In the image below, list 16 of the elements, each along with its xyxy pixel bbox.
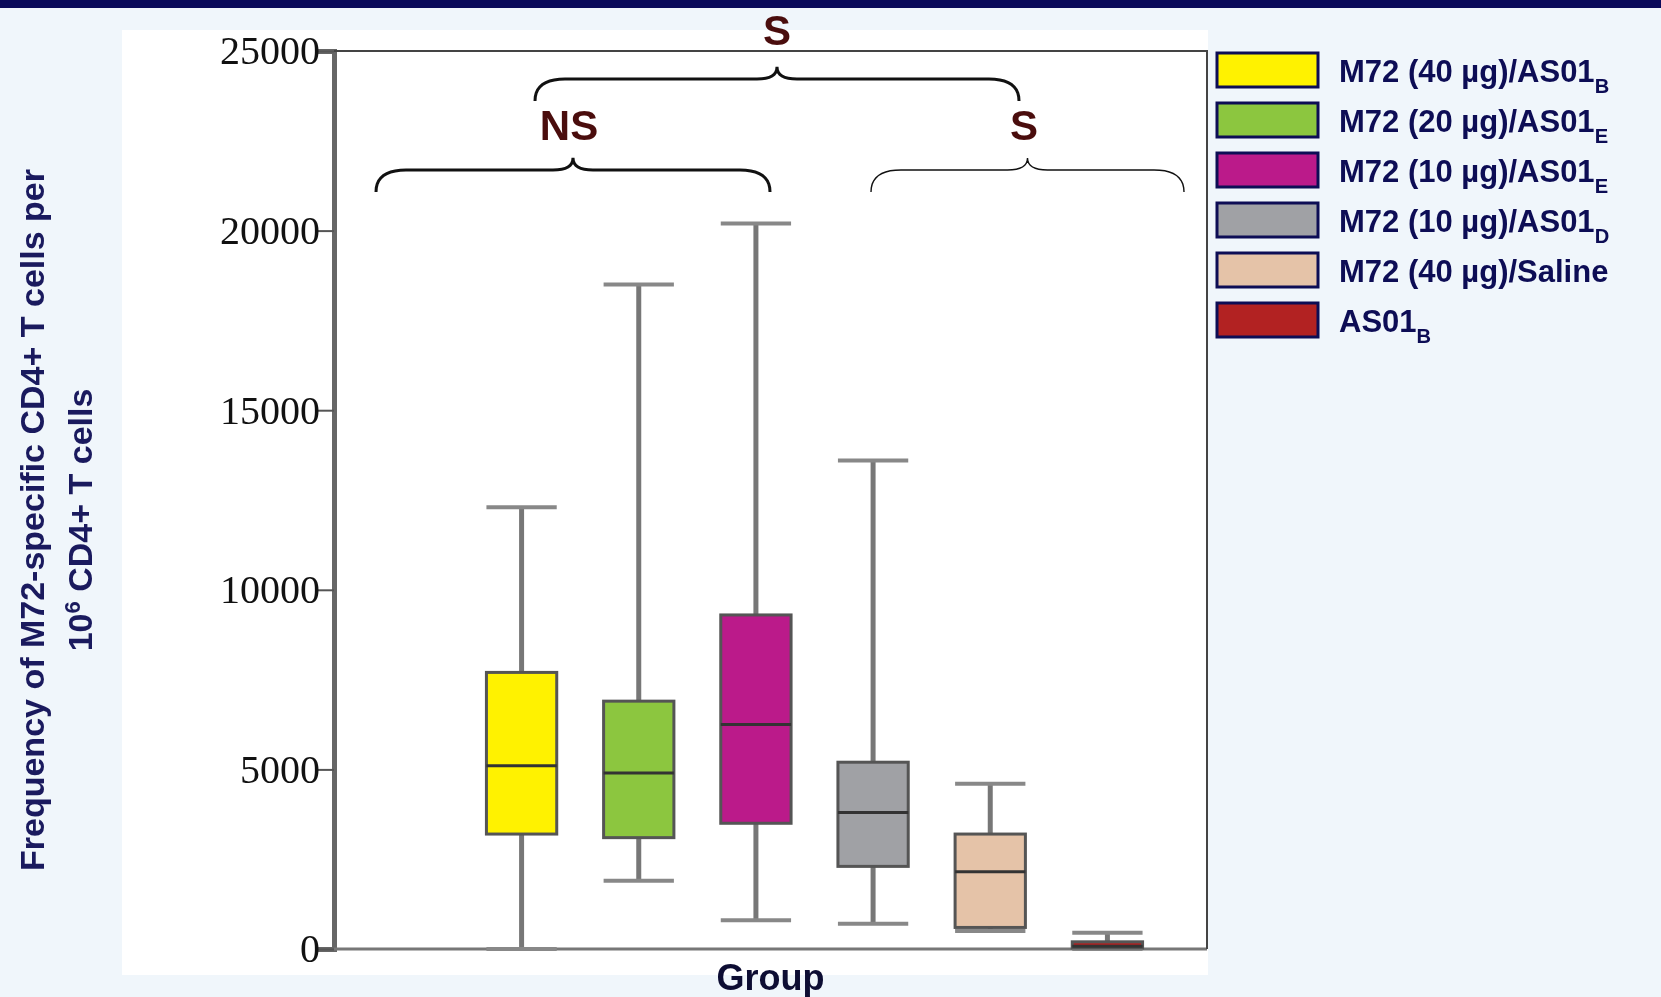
legend-label: M72 (10 µg)/AS01$_{E}$ — [1339, 154, 1609, 197]
annotation: NS — [539, 102, 599, 149]
annotation: S — [1009, 102, 1039, 149]
legend-label: M72 (10 µg)/AS01$_{D}$ — [1339, 204, 1610, 247]
y-tick-label: 20000 — [220, 207, 320, 253]
x-axis-title: Group — [716, 957, 825, 997]
legend-label: M72 (40 µg)/Saline — [1339, 254, 1609, 289]
y-tick-label: 10000 — [220, 567, 320, 613]
legend-label: AS01$_{B}$ — [1339, 304, 1432, 347]
y-tick-label: 5000 — [240, 746, 320, 792]
y-tick-label: 25000 — [220, 28, 320, 74]
legend-label: M72 (20 µg)/AS01$_{E}$ — [1339, 104, 1609, 147]
y-tick-label: 15000 — [220, 387, 320, 433]
annotation: S — [762, 7, 792, 54]
legend-label: M72 (40 µg)/AS01$_{B}$ — [1339, 54, 1610, 97]
y-tick-label: 0 — [300, 926, 320, 972]
